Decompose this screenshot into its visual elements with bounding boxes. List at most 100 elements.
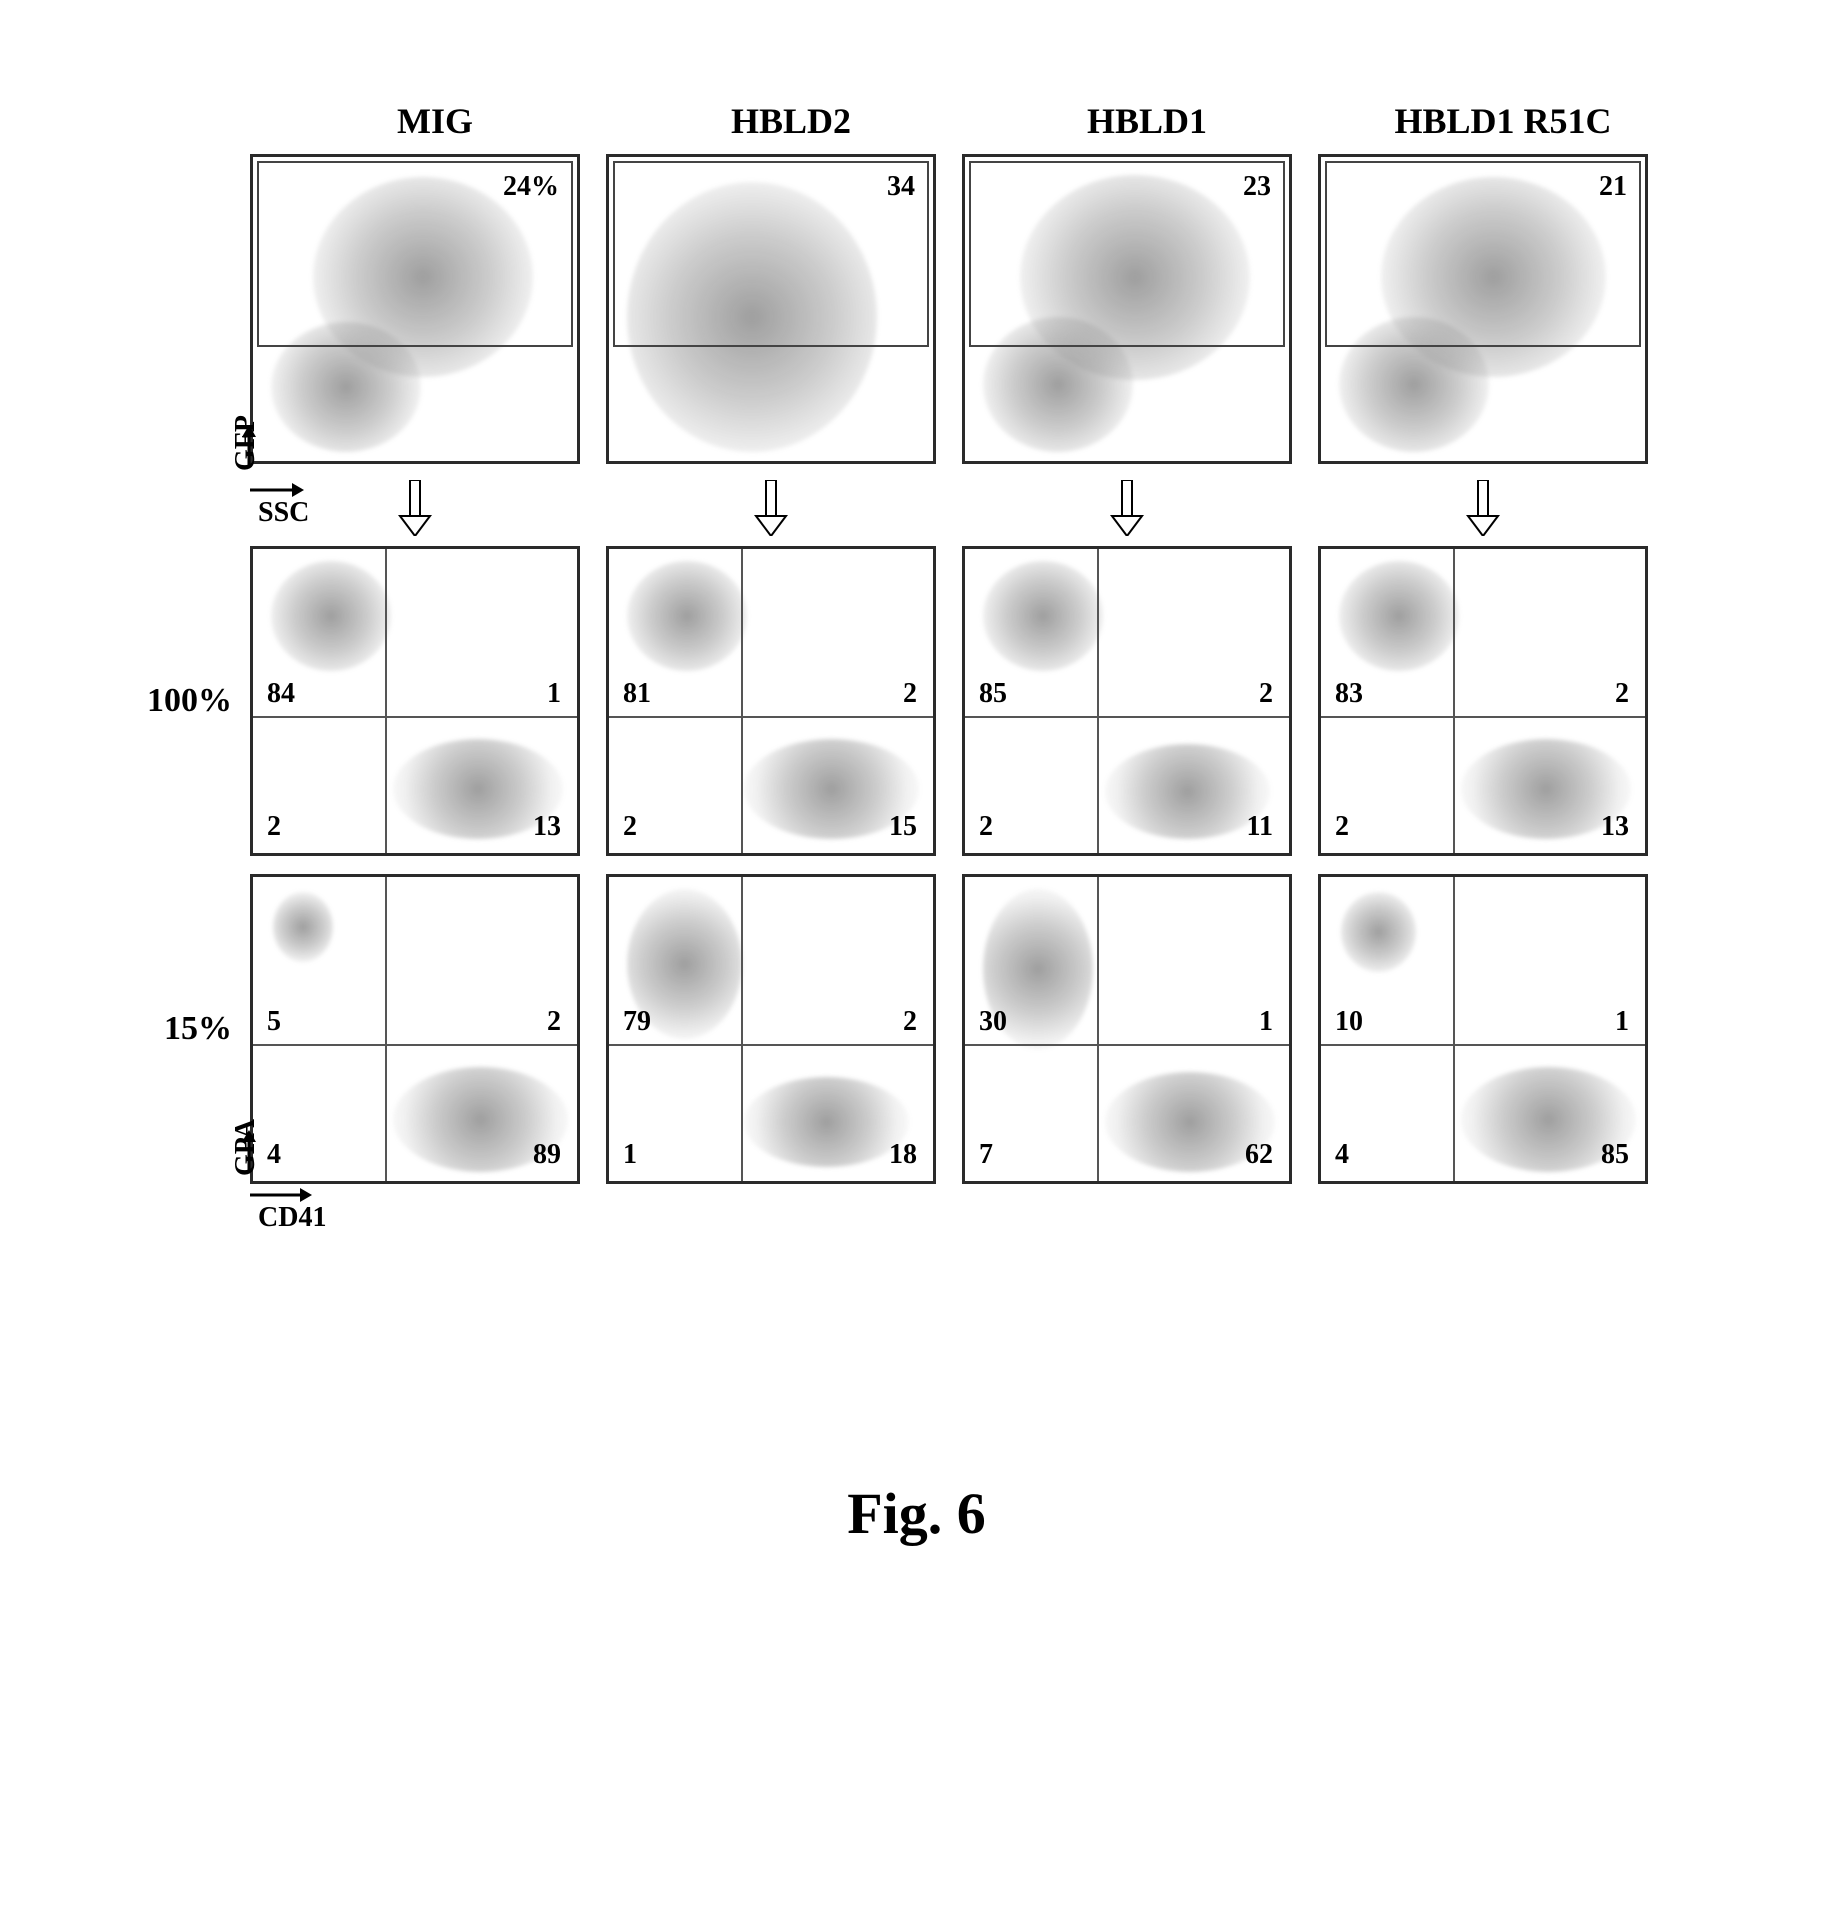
quad-ll: 4 <box>267 1139 281 1171</box>
quad-ul: 81 <box>623 678 651 710</box>
scatter-cloud <box>1341 892 1416 972</box>
row-2: 100% 841213812215852211832213 <box>140 546 1700 856</box>
col-header-1: HBLD2 <box>626 100 956 142</box>
row1-x-axis-label: SSC <box>258 497 309 529</box>
scatter-cloud <box>1105 744 1270 839</box>
quad-lr: 11 <box>1247 811 1273 843</box>
quad-ul: 85 <box>979 678 1007 710</box>
gate-box <box>1325 161 1641 347</box>
row1-panel-1: 34 <box>606 154 936 464</box>
quad-lr: 18 <box>889 1139 917 1171</box>
row1-panels: 24% 34 23 21 <box>250 154 1674 464</box>
quad-ul: 83 <box>1335 678 1363 710</box>
row3-x-axis-label: CD41 <box>258 1202 326 1234</box>
arrows-row <box>250 476 1700 540</box>
quad-line-h <box>253 716 577 718</box>
quad-ur: 1 <box>1259 1006 1273 1038</box>
row2-panels-panel-3: 83 2 2 13 <box>1318 546 1648 856</box>
quad-line-v <box>741 877 743 1181</box>
gate-value: 24% <box>503 171 559 203</box>
quad-line-v <box>1453 877 1455 1181</box>
quad-ll: 2 <box>267 811 281 843</box>
quad-lr: 85 <box>1601 1139 1629 1171</box>
gate-value: 21 <box>1599 171 1627 203</box>
quad-ll: 2 <box>1335 811 1349 843</box>
quad-ll: 7 <box>979 1139 993 1171</box>
quad-ll: 2 <box>979 811 993 843</box>
quad-line-h <box>965 1044 1289 1046</box>
arrow-down-icon <box>754 480 788 536</box>
arrow-down-icon <box>1466 480 1500 536</box>
quad-lr: 15 <box>889 811 917 843</box>
row3-panels-panel-3: 10 1 4 85 <box>1318 874 1648 1184</box>
gating-arrow-1 <box>606 476 936 540</box>
scatter-cloud <box>627 561 747 671</box>
row1-panel-2: 23 <box>962 154 1292 464</box>
quad-ur: 2 <box>903 1006 917 1038</box>
arrow-down-icon <box>398 480 432 536</box>
row3-y-axis-label: GPA <box>230 1119 262 1176</box>
quad-ur: 2 <box>1615 678 1629 710</box>
quad-line-v <box>741 549 743 853</box>
quad-lr: 13 <box>1601 811 1629 843</box>
row3-label: 15% <box>140 1010 250 1048</box>
quad-ll: 2 <box>623 811 637 843</box>
scatter-cloud <box>744 1077 909 1167</box>
row2-panels-panel-2: 85 2 2 11 <box>962 546 1292 856</box>
quad-lr: 62 <box>1245 1139 1273 1171</box>
row3-panels-panel-1: 792118 <box>606 874 936 1184</box>
gating-arrow-3 <box>1318 476 1648 540</box>
scatter-cloud <box>273 892 333 962</box>
quad-ul: 84 <box>267 678 295 710</box>
row2-panels-panel-0: 84 1 2 13 <box>250 546 580 856</box>
row3-panels-panel-0: 5 2 4 89 <box>250 874 580 1184</box>
gate-box <box>613 161 929 347</box>
quad-ll: 1 <box>623 1139 637 1171</box>
row1-panel-0: 24% <box>250 154 580 464</box>
scatter-cloud <box>271 561 391 671</box>
quad-ur: 1 <box>547 678 561 710</box>
col-header-3: HBLD1 R51C <box>1338 100 1668 142</box>
quad-line-h <box>965 716 1289 718</box>
col-header-0: MIG <box>270 100 600 142</box>
row1-panel-3: 21 <box>1318 154 1648 464</box>
quad-line-v <box>1453 549 1455 853</box>
quad-ur: 1 <box>1615 1006 1629 1038</box>
quad-ul: 5 <box>267 1006 281 1038</box>
row2-panels: 841213812215852211832213 <box>250 546 1674 856</box>
gate-value: 34 <box>887 171 915 203</box>
gate-value: 23 <box>1243 171 1271 203</box>
row2-label: 100% <box>140 682 250 720</box>
quad-ul: 10 <box>1335 1006 1363 1038</box>
scatter-cloud <box>1339 561 1459 671</box>
gate-box <box>969 161 1285 347</box>
row3-panels: 52489792118301762101485 <box>250 874 1674 1184</box>
row-1: 24% 34 23 21 <box>140 154 1700 464</box>
quad-ul: 30 <box>979 1006 1007 1038</box>
figure-caption: Fig. 6 <box>0 1480 1833 1547</box>
figure-6: MIG HBLD2 HBLD1 HBLD1 R51C 24%342321 GFP… <box>140 100 1700 1202</box>
arrow-down-icon <box>1110 480 1144 536</box>
row1-y-axis-label: GFP <box>230 415 262 471</box>
quad-line-h <box>1321 716 1645 718</box>
quad-line-h <box>253 1044 577 1046</box>
row2-panels-panel-1: 812215 <box>606 546 936 856</box>
quad-line-v <box>385 877 387 1181</box>
scatter-cloud <box>983 561 1103 671</box>
quad-ur: 2 <box>1259 678 1273 710</box>
col-header-2: HBLD1 <box>982 100 1312 142</box>
quad-lr: 13 <box>533 811 561 843</box>
quad-ll: 4 <box>1335 1139 1349 1171</box>
quad-ur: 2 <box>547 1006 561 1038</box>
quad-line-v <box>1097 549 1099 853</box>
quad-lr: 89 <box>533 1139 561 1171</box>
quad-line-h <box>1321 1044 1645 1046</box>
gating-arrow-2 <box>962 476 1292 540</box>
row3-panels-panel-2: 30 1 7 62 <box>962 874 1292 1184</box>
quad-line-v <box>1097 877 1099 1181</box>
quad-line-h <box>609 716 933 718</box>
row-3: 15% 52489792118301762101485 <box>140 874 1700 1184</box>
column-headers: MIG HBLD2 HBLD1 HBLD1 R51C <box>270 100 1700 142</box>
quad-line-v <box>385 549 387 853</box>
quad-line-h <box>609 1044 933 1046</box>
